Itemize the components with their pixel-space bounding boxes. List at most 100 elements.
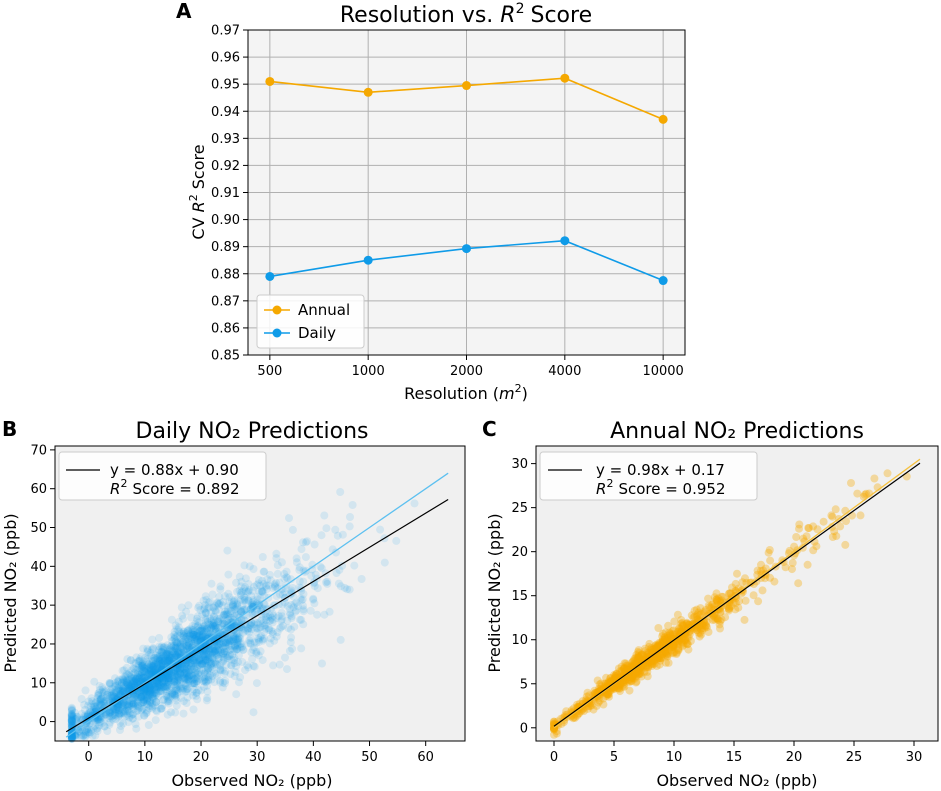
b-data-point	[223, 623, 232, 632]
b-data-point	[165, 651, 174, 659]
b-data-point	[277, 615, 286, 624]
b-data-point	[175, 668, 184, 677]
b-data-point	[93, 701, 102, 710]
b-data-point	[200, 652, 208, 661]
b-data-point	[195, 656, 204, 665]
b-data-point	[247, 625, 256, 634]
b-data-point	[297, 596, 306, 605]
b-data-point	[216, 582, 225, 591]
b-data-point	[177, 668, 186, 677]
b-data-point	[123, 655, 132, 664]
b-data-point	[165, 686, 174, 695]
b-data-point	[151, 686, 160, 694]
b-data-point	[233, 595, 242, 604]
b-data-point	[197, 632, 206, 641]
b-data-point	[150, 701, 159, 710]
b-data-point	[119, 708, 128, 717]
b-data-point	[113, 705, 122, 713]
b-data-point	[167, 615, 176, 624]
b-data-point	[123, 701, 132, 710]
b-data-point	[182, 659, 191, 668]
panel-a-y-tick-label: 0.92	[211, 159, 240, 174]
b-data-point	[150, 691, 159, 700]
b-data-point	[248, 586, 257, 595]
b-data-point	[170, 689, 179, 698]
b-data-point	[146, 648, 155, 657]
b-data-point	[239, 646, 248, 654]
b-data-point	[295, 615, 304, 624]
b-data-point	[118, 687, 127, 696]
b-data-point	[158, 701, 167, 710]
b-data-point	[179, 632, 188, 641]
b-data-point	[177, 629, 186, 638]
b-data-point	[227, 607, 236, 616]
b-data-point	[345, 522, 354, 531]
b-data-point	[188, 675, 197, 684]
b-data-point	[163, 654, 172, 663]
b-x-tick-label: 40	[305, 750, 322, 765]
b-data-point	[193, 622, 202, 631]
b-data-point	[294, 602, 302, 611]
b-data-point	[200, 622, 209, 631]
b-data-point	[138, 674, 147, 683]
b-data-point	[188, 621, 197, 630]
c-data-point	[883, 469, 892, 478]
b-data-point	[288, 584, 297, 592]
b-data-point	[192, 673, 201, 682]
b-data-point	[193, 626, 202, 634]
b-data-point	[220, 610, 229, 619]
b-data-point	[183, 674, 192, 683]
b-data-point	[192, 666, 201, 675]
b-data-point	[225, 645, 234, 654]
b-data-point	[67, 717, 76, 726]
panel-c-letter: C	[482, 417, 497, 441]
b-data-point	[181, 674, 190, 683]
b-data-point	[249, 708, 258, 717]
c-x-tick-label: 25	[846, 750, 863, 765]
b-y-tick-label: 30	[30, 599, 47, 614]
b-data-point	[260, 627, 269, 636]
b-data-point	[183, 631, 192, 640]
b-data-point	[270, 580, 279, 589]
b-data-point	[298, 595, 307, 604]
b-data-point	[203, 650, 212, 659]
b-data-point	[220, 610, 229, 619]
b-data-point	[216, 599, 225, 607]
b-data-point	[252, 647, 261, 656]
c-data-point	[616, 687, 624, 696]
b-data-point	[254, 575, 263, 584]
b-data-point	[162, 678, 171, 687]
b-data-point	[67, 714, 76, 723]
b-data-point	[299, 601, 307, 610]
b-data-point	[111, 705, 120, 714]
b-data-point	[225, 652, 234, 661]
b-data-point	[200, 682, 208, 691]
b-data-point	[285, 605, 294, 614]
b-data-point	[244, 586, 253, 595]
b-data-point	[214, 624, 222, 632]
b-data-point	[171, 642, 180, 650]
b-data-point	[144, 721, 153, 729]
b-data-point	[262, 613, 271, 622]
b-data-point	[151, 655, 160, 664]
b-data-point	[188, 652, 197, 661]
b-data-point	[206, 647, 215, 656]
b-data-point	[156, 687, 165, 696]
b-data-point	[112, 703, 121, 712]
b-data-point	[129, 691, 138, 700]
panel-a-y-tick-label: 0.85	[211, 349, 240, 364]
b-data-point	[134, 693, 143, 702]
b-data-point	[209, 621, 218, 630]
b-data-point	[334, 579, 343, 588]
panel-a-y-tick-label: 0.96	[211, 51, 240, 66]
series-annual-point	[658, 114, 668, 124]
b-data-point	[158, 654, 167, 663]
b-data-point	[112, 689, 121, 697]
b-data-point	[143, 647, 152, 656]
b-data-point	[90, 702, 99, 711]
b-data-point	[78, 715, 87, 724]
b-data-point	[343, 585, 352, 594]
b-data-point	[116, 722, 125, 731]
b-data-point	[87, 694, 96, 703]
b-data-point	[210, 647, 219, 656]
